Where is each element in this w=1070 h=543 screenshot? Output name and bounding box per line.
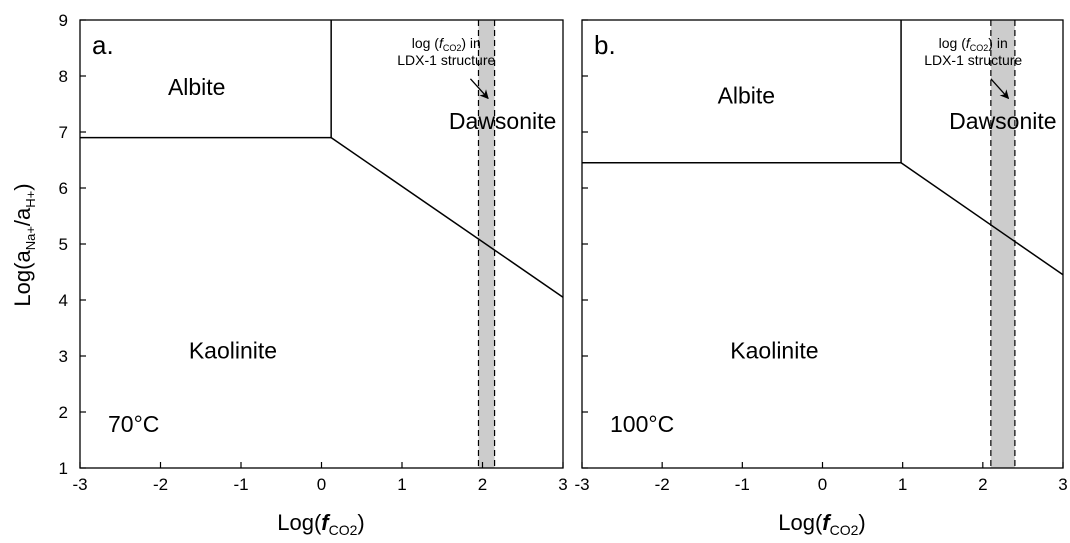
temperature-label: 70°C: [108, 411, 159, 437]
y-tick-label: 6: [59, 179, 68, 198]
y-tick-label: 4: [59, 291, 68, 310]
region-label-kaolinite: Kaolinite: [189, 337, 277, 363]
x-tick-label: 3: [1058, 475, 1067, 494]
y-tick-label: 9: [59, 11, 68, 30]
y-tick-label: 5: [59, 235, 68, 254]
y-axis-title: Log(aNa+/aH+): [10, 183, 38, 306]
region-label-dawsonite: Dawsonite: [449, 108, 556, 134]
x-tick-label: -3: [574, 475, 589, 494]
fco2-range-band: [990, 20, 1015, 468]
x-tick-label: 2: [478, 475, 487, 494]
x-axis-title-b: Log(fCO2): [778, 510, 866, 538]
x-tick-label: -2: [153, 475, 168, 494]
x-tick-label: 0: [317, 475, 326, 494]
panel-label: a.: [92, 30, 114, 60]
annotation-prefix: log (: [939, 35, 967, 51]
plot-frame: [581, 19, 1064, 469]
panel-a: -3 -2 -1 0 1 2 3 1 2 3 4 5 6 7 8 9 Albite Dawsonite Kaolin…: [59, 11, 568, 494]
y-tick-label: 3: [59, 347, 68, 366]
x-tick-label: 2: [978, 475, 987, 494]
annotation-line-2: LDX-1 structure: [397, 52, 495, 68]
y-axis-title-suffix: ): [10, 183, 35, 190]
x-axis-title-suffix: ): [357, 510, 364, 535]
annotation-line-2: LDX-1 structure: [924, 52, 1022, 68]
annotation-f: f: [966, 35, 972, 51]
x-tick-label: -3: [72, 475, 87, 494]
x-axis-title-suffix: ): [858, 510, 865, 535]
annotation-f: f: [439, 35, 445, 51]
x-axis-title-f: f: [822, 510, 832, 535]
x-tick-label: -2: [655, 475, 670, 494]
y-axis-title-prefix: Log(a: [10, 250, 35, 307]
y-axis-title-sub-na: Na+: [23, 226, 38, 250]
panel-label: b.: [594, 30, 616, 60]
annotation-prefix: log (: [412, 35, 440, 51]
dawsonite-kaolinite-boundary: [330, 136, 564, 298]
x-tick-label: 0: [818, 475, 827, 494]
x-axis-title-prefix: Log(: [778, 510, 823, 535]
x-tick-label: -1: [735, 475, 750, 494]
x-axis-title-a: Log(fCO2): [277, 510, 365, 538]
annotation-sub: CO2: [970, 43, 989, 53]
annotation-arrow: [990, 78, 1010, 100]
x-tick-label: 1: [898, 475, 907, 494]
x-tick-label: 3: [558, 475, 567, 494]
region-label-dawsonite: Dawsonite: [949, 108, 1056, 134]
x-axis-title-f: f: [321, 510, 331, 535]
panel-b: -3 -2 -1 0 1 2 3 Albite Dawsonite Kaolinite b. 100°…: [574, 19, 1068, 494]
region-label-albite: Albite: [718, 83, 776, 109]
temperature-label: 100°C: [610, 411, 674, 437]
x-axis-title-prefix: Log(: [277, 510, 322, 535]
annotation-line-1: log (fCO2) in: [412, 35, 481, 53]
y-axis-title-sub-h: H+: [23, 191, 38, 208]
region-label-albite: Albite: [168, 74, 226, 100]
x-tick-label: 1: [397, 475, 406, 494]
annotation-suffix: ) in: [461, 35, 480, 51]
y-tick-label: 2: [59, 403, 68, 422]
region-label-kaolinite: Kaolinite: [730, 337, 818, 363]
x-tick-label: -1: [233, 475, 248, 494]
y-tick-label: 7: [59, 123, 68, 142]
x-axis-title-sub: CO2: [830, 522, 859, 538]
dawsonite-kaolinite-boundary: [900, 162, 1064, 276]
y-tick-label: 1: [59, 459, 68, 478]
x-axis-title-sub: CO2: [329, 522, 358, 538]
annotation-line-1: log (fCO2) in: [939, 35, 1008, 53]
annotation-arrow: [469, 78, 489, 100]
plot-frame: [79, 19, 564, 469]
y-axis-title-mid: /a: [10, 207, 35, 226]
y-tick-label: 8: [59, 67, 68, 86]
annotation-sub: CO2: [443, 43, 462, 53]
annotation-suffix: ) in: [988, 35, 1007, 51]
